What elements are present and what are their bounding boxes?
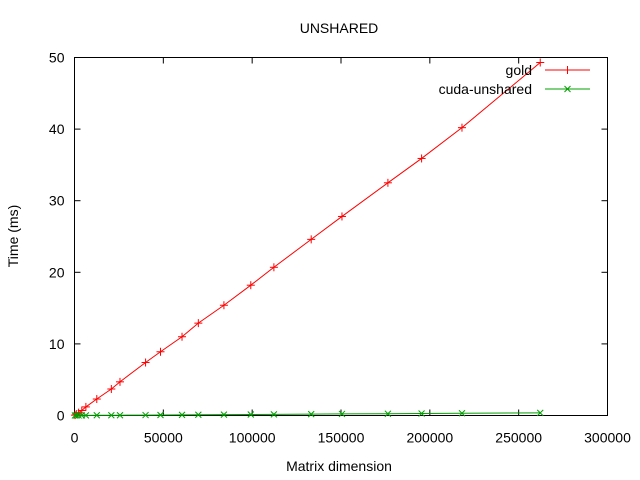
series-0-point xyxy=(246,281,255,290)
series-1-point xyxy=(270,411,278,418)
x-tick-label: 300000 xyxy=(584,430,631,446)
series-1-point xyxy=(247,411,255,418)
series-0-point xyxy=(536,58,545,67)
series-1-point xyxy=(194,411,202,419)
series-0-point xyxy=(178,332,187,341)
series-0-point xyxy=(383,178,392,187)
series-0-point xyxy=(194,319,203,328)
y-tick-label: 0 xyxy=(57,408,65,424)
series-1-point xyxy=(418,410,425,417)
series-1-point xyxy=(178,411,186,419)
x-tick-label: 150000 xyxy=(318,430,365,446)
series-0-point xyxy=(269,263,278,272)
x-tick-label: 0 xyxy=(71,430,79,446)
series-0 xyxy=(70,58,545,420)
series-1-point xyxy=(157,411,164,419)
x-tick-label: 200000 xyxy=(406,430,453,446)
plot-frame xyxy=(74,57,608,416)
series-0-point xyxy=(107,385,116,394)
x-tick-label: 50000 xyxy=(144,430,183,446)
series-1-point xyxy=(82,412,90,419)
series-0-point xyxy=(307,235,316,244)
legend: gold cuda-unshared xyxy=(439,62,590,97)
series-1-point xyxy=(107,411,115,419)
series-0-point xyxy=(219,301,228,310)
series-layer xyxy=(70,58,545,420)
series-0-point xyxy=(156,347,165,356)
y-tick-label: 30 xyxy=(49,193,65,209)
series-1-point xyxy=(142,411,149,419)
x-axis-label: Matrix dimension xyxy=(286,458,392,474)
series-0-point xyxy=(457,123,466,132)
legend-label: gold xyxy=(506,62,532,78)
series-1-point xyxy=(564,85,571,93)
series-0-point xyxy=(141,358,150,367)
series-1-point xyxy=(116,411,124,419)
series-0-point xyxy=(115,377,124,386)
series-0-point xyxy=(417,154,426,163)
chart-title: UNSHARED xyxy=(300,20,379,36)
x-tick-label: 100000 xyxy=(229,430,276,446)
series-0-point xyxy=(337,212,346,221)
series-1-point xyxy=(338,410,346,418)
series-1-point xyxy=(307,410,315,418)
series-1-point xyxy=(72,412,80,419)
series-1 xyxy=(71,409,544,419)
y-axis-label: Time (ms) xyxy=(5,205,21,267)
y-tick-label: 20 xyxy=(49,264,65,280)
series-1-point xyxy=(536,409,544,417)
legend-label: cuda-unshared xyxy=(439,81,532,97)
series-1-point xyxy=(75,412,82,419)
series-1-point xyxy=(220,411,228,418)
series-1-point xyxy=(93,411,101,419)
x-tick-label: 250000 xyxy=(495,430,542,446)
axis-ticks: 0 50000 100000 150000 200000 250000 300000 0 10 2… xyxy=(49,50,631,446)
series-0-point xyxy=(92,395,101,404)
y-tick-label: 50 xyxy=(49,50,65,66)
series-0-point xyxy=(81,402,90,411)
series-1-point xyxy=(458,409,466,417)
series-0-point xyxy=(563,66,572,74)
series-0-point xyxy=(77,406,86,415)
y-tick-label: 40 xyxy=(49,121,65,137)
series-1-point xyxy=(384,410,392,418)
y-tick-label: 10 xyxy=(49,336,65,352)
